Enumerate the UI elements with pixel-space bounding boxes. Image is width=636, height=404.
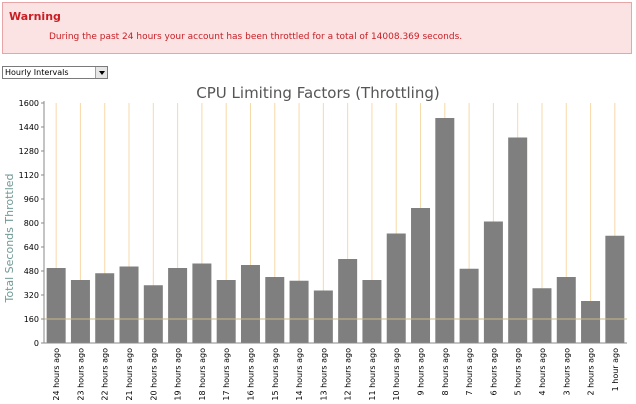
bar <box>556 277 576 343</box>
x-tick-label: 12 hours ago <box>344 348 353 401</box>
x-tick-label: 4 hours ago <box>538 348 547 396</box>
x-tick-label: 20 hours ago <box>149 348 158 401</box>
x-tick-label: 11 hours ago <box>368 348 377 401</box>
y-axis-label: Total Seconds Throttled <box>3 173 16 303</box>
bar <box>483 221 503 343</box>
y-tick-label: 320 <box>24 291 39 300</box>
bar-series <box>46 118 625 343</box>
bar <box>265 277 285 343</box>
bar <box>70 280 90 343</box>
x-tick-label: 6 hours ago <box>489 348 498 396</box>
x-tick-label: 14 hours ago <box>295 348 304 401</box>
x-tick-label: 8 hours ago <box>441 348 450 396</box>
x-tick-label: 24 hours ago <box>52 348 61 401</box>
grid-lines <box>55 103 616 343</box>
bar <box>411 208 431 343</box>
x-tick-label: 15 hours ago <box>271 348 280 401</box>
x-tick-label: 9 hours ago <box>417 348 426 396</box>
interval-select[interactable]: Hourly Intervals <box>2 66 108 79</box>
bar <box>192 263 212 343</box>
x-tick-label: 13 hours ago <box>319 348 328 401</box>
x-tick-label: 23 hours ago <box>76 348 85 401</box>
interval-select-value: Hourly Intervals <box>5 68 69 77</box>
bar <box>362 280 382 343</box>
bar <box>313 290 333 343</box>
x-tick-label: 18 hours ago <box>198 348 207 401</box>
bar <box>240 265 260 343</box>
chart-title: CPU Limiting Factors (Throttling) <box>196 84 440 102</box>
bar <box>289 280 309 343</box>
bar <box>46 268 66 343</box>
y-tick-label: 1600 <box>19 99 39 108</box>
x-tick-label: 16 hours ago <box>246 348 255 401</box>
bar <box>338 259 358 343</box>
y-tick-label: 640 <box>24 243 39 252</box>
chevron-down-icon[interactable] <box>95 67 107 78</box>
y-tick-label: 800 <box>24 219 39 228</box>
x-tick-label: 17 hours ago <box>222 348 231 401</box>
x-tick-label: 1 hour ago <box>611 348 620 391</box>
y-tick-label: 160 <box>24 315 39 324</box>
bar <box>216 280 236 343</box>
warning-box: Warning During the past 24 hours your ac… <box>2 2 632 54</box>
bar <box>386 233 406 343</box>
warning-message: During the past 24 hours your account ha… <box>49 32 463 42</box>
x-tick-label: 10 hours ago <box>392 348 401 401</box>
y-tick-label: 960 <box>24 195 39 204</box>
bar <box>95 273 115 343</box>
bar <box>435 118 455 343</box>
bar <box>605 235 625 343</box>
bar <box>532 288 552 343</box>
y-tick-label: 0 <box>34 339 39 348</box>
bar <box>119 266 139 343</box>
bar <box>459 268 479 343</box>
x-tick-label: 3 hours ago <box>562 348 571 396</box>
bar <box>581 301 601 343</box>
bar <box>143 285 163 343</box>
bar <box>168 268 188 343</box>
x-tick-label: 19 hours ago <box>174 348 183 401</box>
x-tick-label: 5 hours ago <box>514 348 523 396</box>
x-tick-label: 21 hours ago <box>125 348 134 401</box>
bar <box>508 137 528 343</box>
x-tick-label: 2 hours ago <box>587 348 596 396</box>
y-tick-label: 1280 <box>19 147 39 156</box>
warning-title: Warning <box>9 10 61 23</box>
y-tick-label: 480 <box>24 267 39 276</box>
x-tick-label: 7 hours ago <box>465 348 474 396</box>
x-tick-label: 22 hours ago <box>101 348 110 401</box>
y-tick-label: 1440 <box>19 123 39 132</box>
y-tick-label: 1120 <box>19 171 39 180</box>
